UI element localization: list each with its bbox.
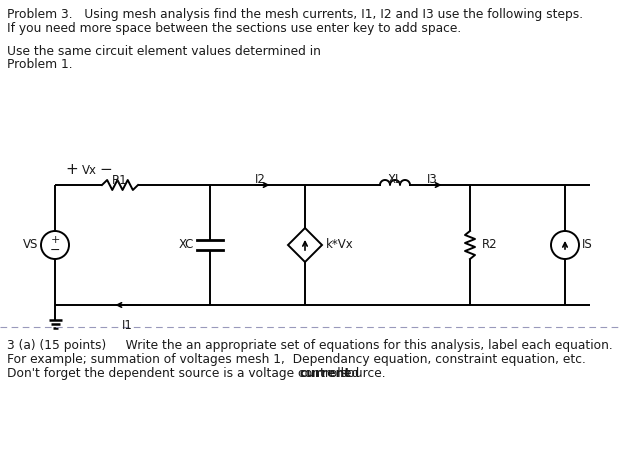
Text: R2: R2 bbox=[482, 238, 498, 251]
Text: If you need more space between the sections use enter key to add space.: If you need more space between the secti… bbox=[7, 22, 462, 35]
Text: 3 (a) (15 points)     Write the an appropriate set of equations for this analysi: 3 (a) (15 points) Write the an appropria… bbox=[7, 339, 613, 352]
Text: Vx: Vx bbox=[82, 164, 97, 177]
Text: source.: source. bbox=[337, 367, 386, 380]
Text: IS: IS bbox=[582, 238, 593, 251]
Text: Don't forget the dependent source is a voltage controlled: Don't forget the dependent source is a v… bbox=[7, 367, 363, 380]
Text: XC: XC bbox=[179, 238, 194, 251]
Text: R1: R1 bbox=[112, 174, 128, 187]
Text: Problem 3.   Using mesh analysis find the mesh currents, I1, I2 and I3 use the f: Problem 3. Using mesh analysis find the … bbox=[7, 8, 583, 21]
Text: XL: XL bbox=[388, 173, 402, 186]
Text: Use the same circuit element values determined in: Use the same circuit element values dete… bbox=[7, 45, 321, 58]
Text: I1: I1 bbox=[122, 319, 133, 332]
Text: I3: I3 bbox=[427, 173, 438, 186]
Text: Problem 1.: Problem 1. bbox=[7, 58, 73, 71]
Text: +: + bbox=[65, 162, 78, 177]
Text: +: + bbox=[50, 235, 60, 245]
Text: For example; summation of voltages mesh 1,  Dependancy equation, constraint equa: For example; summation of voltages mesh … bbox=[7, 353, 586, 366]
Text: −: − bbox=[99, 162, 112, 177]
Text: current: current bbox=[300, 367, 351, 380]
Text: I2: I2 bbox=[255, 173, 266, 186]
Text: k*Vx: k*Vx bbox=[326, 238, 354, 251]
Text: −: − bbox=[50, 244, 60, 257]
Text: VS: VS bbox=[22, 238, 38, 251]
